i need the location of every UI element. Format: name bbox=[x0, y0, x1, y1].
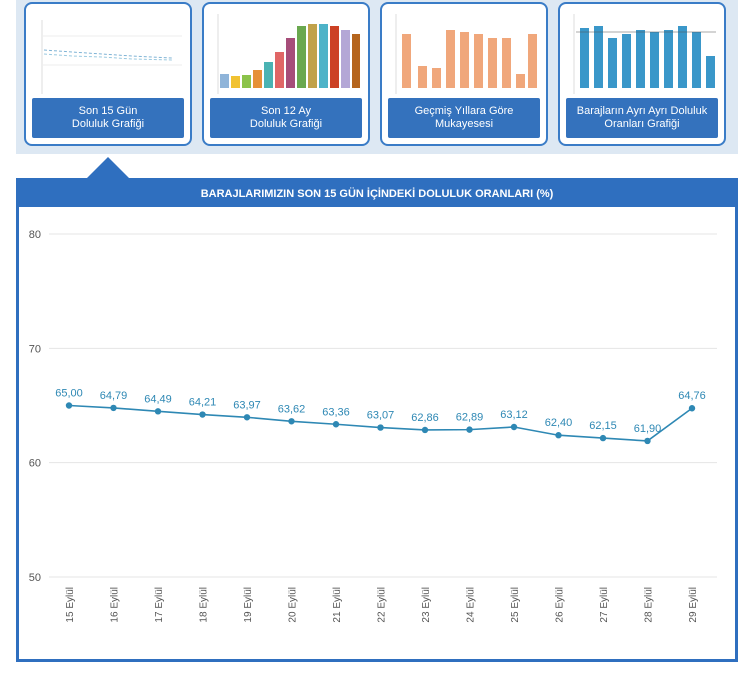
data-label: 64,49 bbox=[144, 393, 172, 405]
x-tick-label: 22 Eylül bbox=[377, 587, 388, 623]
data-point bbox=[288, 418, 295, 425]
data-point bbox=[421, 426, 429, 434]
chart-selector-strip: Son 15 Gün Doluluk Grafiği Son 12 Ay Dol… bbox=[16, 0, 738, 154]
data-point bbox=[110, 404, 117, 412]
x-tick-label: 24 Eylül bbox=[466, 587, 477, 623]
x-tick-label: 15 Eylül bbox=[65, 587, 76, 623]
data-label: 63,62 bbox=[278, 403, 306, 415]
bar-chart-thumbnail-icon bbox=[573, 14, 716, 94]
data-label: 64,76 bbox=[678, 390, 706, 402]
data-label: 64,21 bbox=[189, 397, 217, 409]
x-tick-label: 23 Eylül bbox=[421, 587, 432, 623]
tab-last-12-months[interactable]: Son 12 Ay Doluluk Grafiği bbox=[202, 2, 370, 146]
tab-last-15-days[interactable]: Son 15 Gün Doluluk Grafiği bbox=[24, 2, 192, 146]
data-point bbox=[332, 421, 340, 428]
data-point bbox=[243, 414, 251, 421]
bar-chart-thumbnail-icon bbox=[217, 14, 360, 94]
y-tick-label: 80 bbox=[29, 229, 41, 241]
data-label: 62,86 bbox=[411, 412, 439, 424]
x-tick-label: 19 Eylül bbox=[243, 587, 254, 623]
line-chart-thumbnail-icon bbox=[41, 20, 182, 94]
bar-chart-thumbnail-icon bbox=[395, 14, 537, 94]
data-label: 64,79 bbox=[100, 390, 128, 402]
active-tab-pointer bbox=[86, 157, 130, 179]
x-tick-label: 25 Eylül bbox=[510, 587, 521, 623]
chart-panel: BARAJLARIMIZIN SON 15 GÜN İÇİNDEKİ DOLUL… bbox=[16, 178, 738, 662]
data-point bbox=[154, 408, 162, 415]
x-tick-label: 20 Eylül bbox=[288, 587, 299, 623]
data-label: 63,97 bbox=[233, 399, 261, 411]
chart-title: BARAJLARIMIZIN SON 15 GÜN İÇİNDEKİ DOLUL… bbox=[19, 181, 735, 207]
y-tick-label: 70 bbox=[29, 343, 41, 355]
y-tick-label: 60 bbox=[29, 458, 41, 470]
x-tick-label: 21 Eylül bbox=[332, 587, 343, 623]
tab-individual-dams-label: Barajların Ayrı Ayrı Doluluk Oranları Gr… bbox=[566, 98, 718, 138]
tab-past-years-comparison[interactable]: Geçmiş Yıllara Göre Mukayesesi bbox=[380, 2, 548, 146]
data-label: 62,89 bbox=[456, 412, 484, 424]
data-point bbox=[555, 432, 562, 439]
x-tick-label: 29 Eylül bbox=[688, 587, 699, 623]
line-chart: 50 60 70 80 15 Eylül 16 Eylül 17 Eylül 18 Eylül… bbox=[29, 229, 717, 623]
data-label: 63,07 bbox=[367, 410, 395, 422]
data-label: 63,12 bbox=[500, 409, 528, 421]
data-label: 62,40 bbox=[545, 417, 573, 429]
x-tick-label: 26 Eylül bbox=[555, 587, 566, 623]
data-point bbox=[377, 424, 384, 431]
data-point bbox=[199, 411, 206, 418]
x-tick-label: 18 Eylül bbox=[199, 587, 210, 623]
tab-last-12-months-label: Son 12 Ay Doluluk Grafiği bbox=[210, 98, 362, 138]
data-point bbox=[65, 402, 73, 409]
data-label: 61,90 bbox=[634, 423, 662, 435]
data-label: 65,00 bbox=[55, 388, 83, 400]
x-tick-label: 28 Eylül bbox=[644, 587, 655, 623]
data-point bbox=[688, 405, 696, 412]
data-point bbox=[510, 423, 518, 431]
data-point bbox=[644, 437, 651, 445]
x-tick-label: 16 Eylül bbox=[110, 587, 121, 623]
tab-last-15-days-label: Son 15 Gün Doluluk Grafiği bbox=[32, 98, 184, 138]
data-label: 62,15 bbox=[589, 420, 617, 432]
data-label: 63,36 bbox=[322, 406, 350, 418]
x-tick-label: 17 Eylül bbox=[154, 587, 165, 623]
y-tick-label: 50 bbox=[29, 572, 41, 584]
x-tick-label: 27 Eylül bbox=[599, 587, 610, 623]
data-point bbox=[466, 426, 473, 433]
tab-past-years-comparison-label: Geçmiş Yıllara Göre Mukayesesi bbox=[388, 98, 540, 138]
tab-individual-dams[interactable]: Barajların Ayrı Ayrı Doluluk Oranları Gr… bbox=[558, 2, 726, 146]
data-point bbox=[599, 434, 607, 442]
